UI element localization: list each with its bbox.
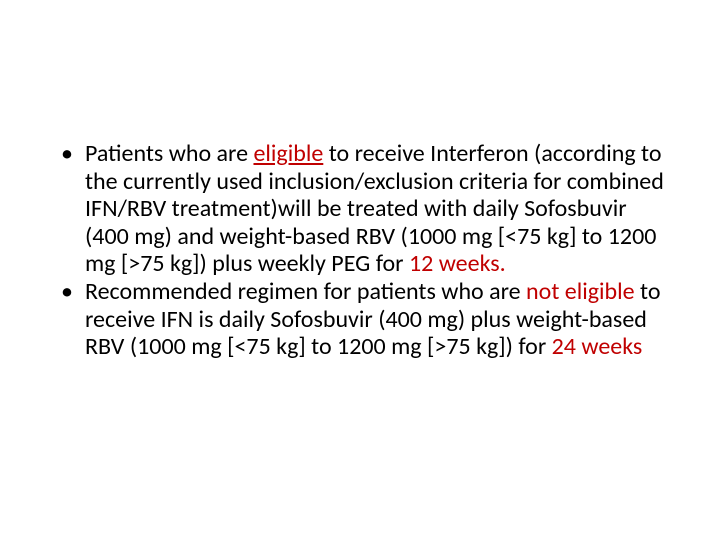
- text-segment: 24 weeks: [552, 332, 643, 361]
- text-segment: 12 weeks.: [409, 249, 506, 278]
- slide: Patients who are eligible to receive Int…: [0, 0, 720, 540]
- bullet-list: Patients who are eligible to receive Int…: [55, 140, 665, 361]
- text-segment: Recommended regimen for patients who are: [85, 277, 526, 306]
- bullet-item-2: Recommended regimen for patients who are…: [55, 278, 665, 361]
- text-segment: eligible: [253, 139, 323, 168]
- text-segment: Patients who are: [85, 139, 253, 168]
- bullet-item-1: Patients who are eligible to receive Int…: [55, 140, 665, 278]
- text-segment: not eligible: [526, 277, 640, 306]
